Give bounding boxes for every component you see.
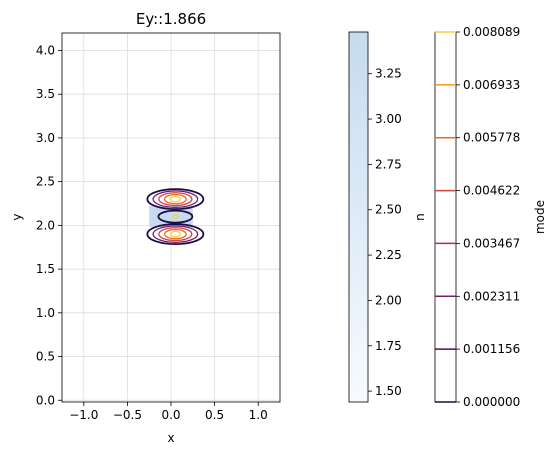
colorbar-n-tick-label: 1.75 xyxy=(375,339,402,353)
contour-upper-level xyxy=(163,193,187,205)
y-tick-label: 1.0 xyxy=(36,306,55,320)
contour-lower-level xyxy=(169,230,182,238)
colorbar-mode-ticks: 0.000000 0.001156 0.002311 0.003467 0.004622… xyxy=(456,25,520,409)
contour-lower-level xyxy=(163,228,187,240)
y-tick-label: 4.0 xyxy=(36,43,55,57)
y-tick-label: 0.0 xyxy=(36,393,55,407)
colorbar-n-gradient xyxy=(348,31,369,403)
colorbar-n-tick-label: 2.00 xyxy=(375,293,402,307)
x-tick-label: −0.5 xyxy=(113,408,142,422)
colorbar-n: 1.50 1.75 2.00 2.25 2.50 2.75 3.00 3.25 n xyxy=(348,31,427,403)
plot-area: −1.0 −0.5 0.0 0.5 1.0 0.0 0.5 1.0 1.5 2.0 2.5 3.0 3… xyxy=(36,32,281,422)
colorbar-mode-label: mode xyxy=(533,200,547,234)
contour-lower-level xyxy=(152,225,199,243)
y-tick-label: 1.5 xyxy=(36,262,55,276)
contour-lower-level xyxy=(158,227,193,242)
colorbar-n-ticks: 1.50 1.75 2.00 2.25 2.50 2.75 3.00 3.25 xyxy=(368,67,402,398)
colorbar-n-tick-label: 2.50 xyxy=(375,203,402,217)
y-axis-label: y xyxy=(10,213,24,220)
colorbar-n-tick-label: 1.50 xyxy=(375,384,402,398)
x-axis-label: x xyxy=(167,431,174,445)
y-tick-label: 3.0 xyxy=(36,131,55,145)
y-tick-label: 3.5 xyxy=(36,87,55,101)
contour-upper-level xyxy=(158,192,193,207)
contour-upper-level xyxy=(146,188,205,211)
x-tick-label: 1.0 xyxy=(249,408,268,422)
colorbar-mode-tick-label: 0.001156 xyxy=(463,342,520,356)
colorbar-mode-tick-label: 0.004622 xyxy=(463,184,520,198)
colorbar-n-tick-label: 3.25 xyxy=(375,67,402,81)
chart-title: Ey::1.866 xyxy=(136,10,206,28)
colorbar-mode-levels xyxy=(435,31,456,403)
y-tick-label: 2.5 xyxy=(36,175,55,189)
contour-lower-level xyxy=(146,223,205,246)
contour-center-level xyxy=(157,209,194,224)
colorbar-mode-tick-label: 0.008089 xyxy=(463,25,520,39)
colorbar-n-tick-label: 2.75 xyxy=(375,157,402,171)
contour-upper-level xyxy=(152,190,199,208)
x-axis-ticks: −1.0 −0.5 0.0 0.5 1.0 xyxy=(69,402,268,422)
colorbar-mode-tick-label: 0.000000 xyxy=(463,395,520,409)
colorbar-mode: 0.000000 0.001156 0.002311 0.003467 0.004622… xyxy=(434,25,547,409)
contour-center-level xyxy=(171,214,180,219)
y-tick-label: 2.0 xyxy=(36,218,55,232)
y-axis-ticks: 0.0 0.5 1.0 1.5 2.0 2.5 3.0 3.5 4.0 xyxy=(36,43,62,407)
x-tick-label: −1.0 xyxy=(69,408,98,422)
x-tick-label: 0.0 xyxy=(161,408,180,422)
grid xyxy=(62,33,280,402)
colorbar-n-label: n xyxy=(413,213,427,221)
colorbar-mode-tick-label: 0.003467 xyxy=(463,236,520,250)
mode-contours xyxy=(146,188,205,246)
x-tick-label: 0.5 xyxy=(205,408,224,422)
colorbar-mode-tick-label: 0.002311 xyxy=(463,289,520,303)
contour-upper-level xyxy=(169,195,182,203)
colorbar-n-tick-label: 3.00 xyxy=(375,112,402,126)
colorbar-mode-frame xyxy=(434,31,457,403)
colorbar-mode-tick-label: 0.006933 xyxy=(463,78,520,92)
colorbar-n-tick-label: 2.25 xyxy=(375,248,402,262)
colorbar-mode-tick-label: 0.005778 xyxy=(463,131,520,145)
y-tick-label: 0.5 xyxy=(36,350,55,364)
